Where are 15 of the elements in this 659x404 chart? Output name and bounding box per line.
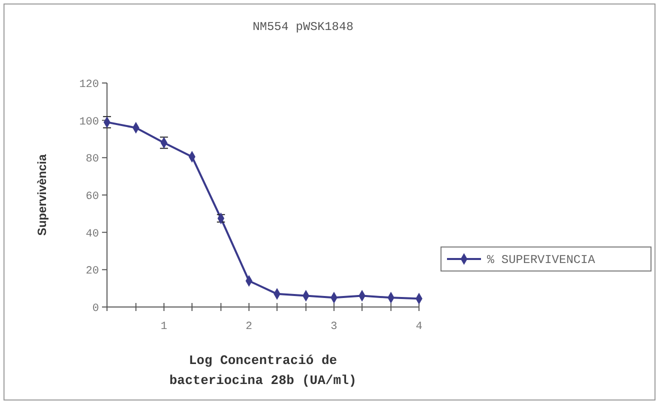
y-tick-label: 100 [79,116,99,128]
x-tick-label: 1 [160,321,168,333]
x-axis-title: Log Concentració de bacteriocina 28b (UA/ml) [169,353,357,388]
y-tick-label: 60 [86,191,99,203]
legend-label: % SUPERVIVENCIA [487,253,596,267]
y-tick-label: 80 [86,154,99,166]
y-tick-label: 40 [86,228,99,240]
x-tick-label: 2 [246,321,252,333]
chart-title: NM554 pWSK1848 [252,20,354,34]
x-tick-label: 3 [330,321,338,333]
y-tick-label: 20 [86,266,99,278]
y-tick-label: 120 [79,79,99,91]
y-tick-label: 0 [92,303,99,315]
x-tick-label: 4 [416,321,423,333]
y-axis-title: Supervivència [35,154,49,236]
